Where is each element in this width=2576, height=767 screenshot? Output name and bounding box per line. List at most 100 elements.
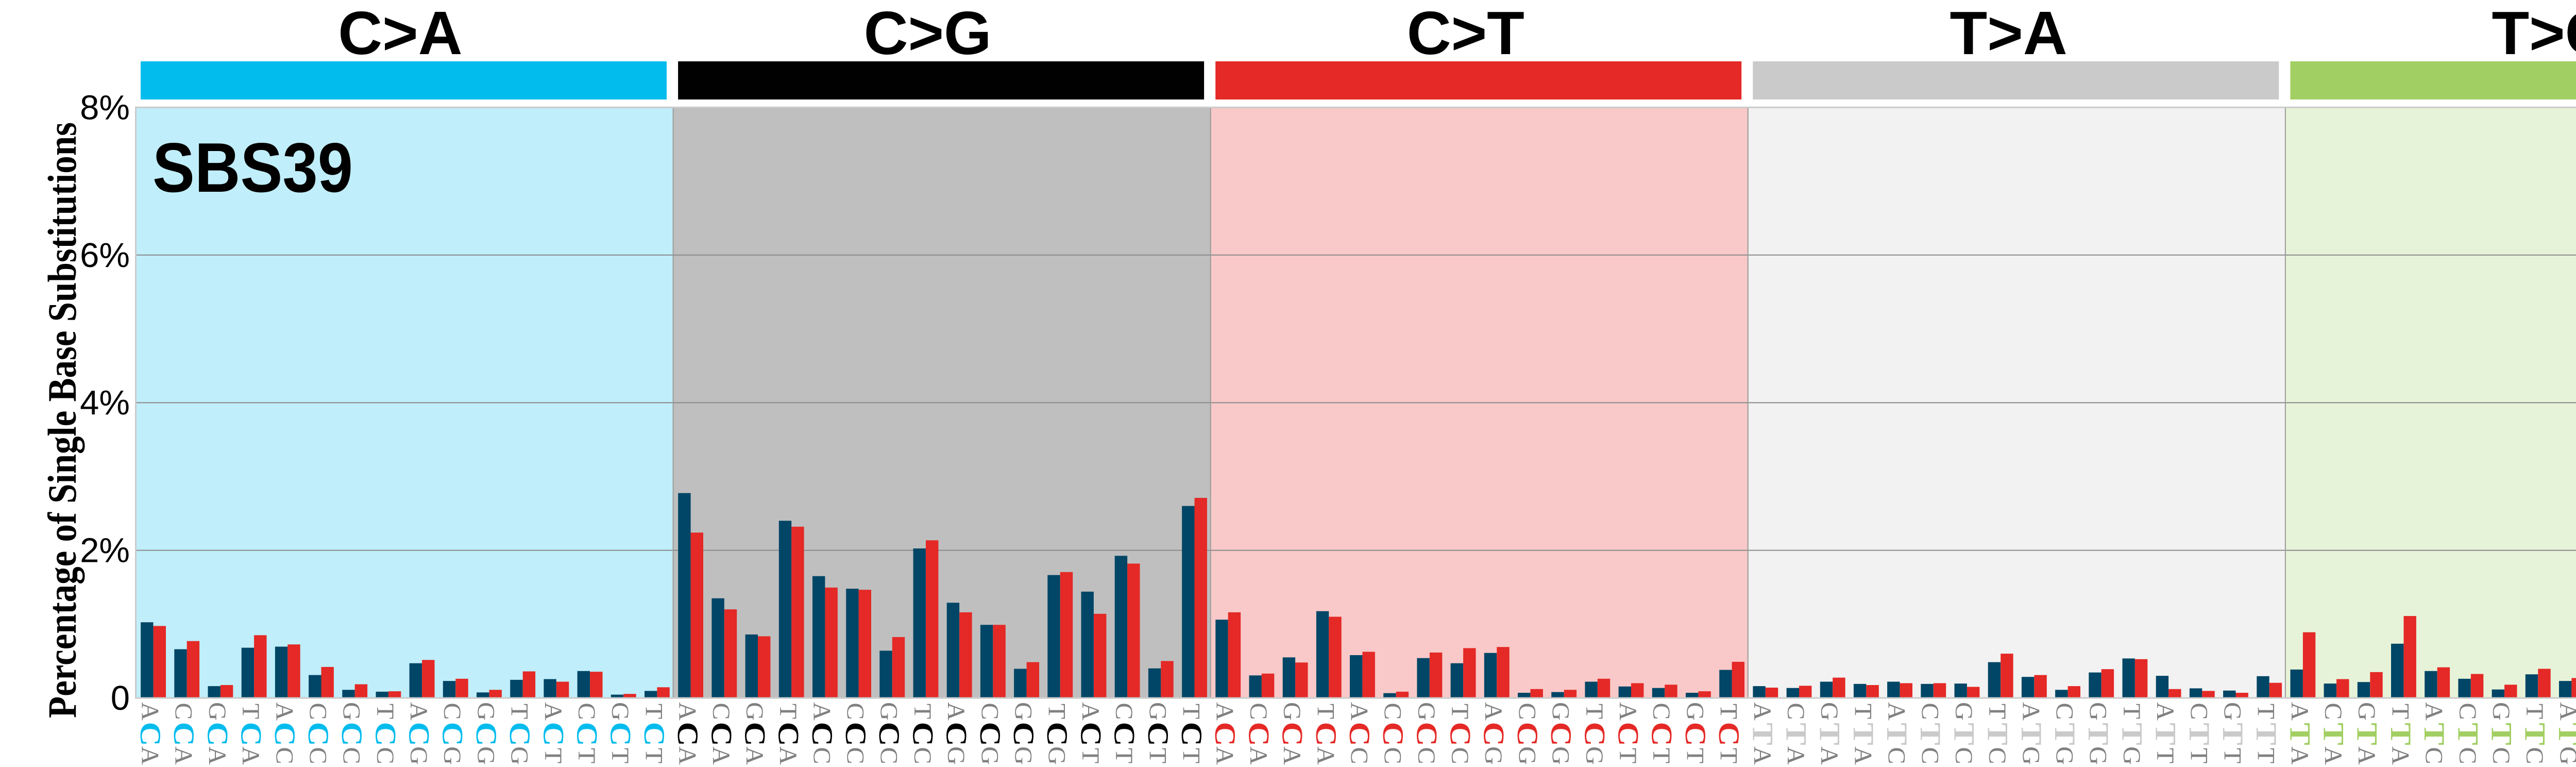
svg-text:C: C xyxy=(1377,722,1409,746)
svg-text:T: T xyxy=(2149,723,2182,745)
svg-text:C: C xyxy=(1209,722,1241,746)
svg-text:C: C xyxy=(335,722,368,746)
svg-text:T: T xyxy=(1682,748,1708,763)
svg-text:G: G xyxy=(204,702,230,721)
svg-text:G: G xyxy=(1043,746,1070,765)
svg-text:A: A xyxy=(2018,702,2044,721)
svg-text:A: A xyxy=(237,746,264,765)
svg-text:C: C xyxy=(1514,703,1540,720)
svg-text:T: T xyxy=(1847,723,1879,745)
svg-text:T: T xyxy=(2351,723,2383,745)
svg-text:C: C xyxy=(304,703,331,720)
svg-text:C: C xyxy=(638,722,670,746)
svg-text:G: G xyxy=(1480,746,1506,765)
svg-text:G: G xyxy=(472,746,499,765)
svg-text:Percentage of Single Base Subs: Percentage of Single Base Substitutions xyxy=(40,122,84,718)
svg-text:4%: 4% xyxy=(80,384,130,422)
svg-text:T: T xyxy=(1947,723,1980,745)
svg-text:C: C xyxy=(839,722,872,746)
svg-text:6%: 6% xyxy=(80,236,130,275)
svg-text:T: T xyxy=(774,704,801,719)
svg-text:T: T xyxy=(1043,704,1070,719)
svg-text:C: C xyxy=(134,722,166,746)
svg-text:T: T xyxy=(1446,704,1473,719)
svg-text:T: T xyxy=(1178,748,1205,763)
svg-text:C: C xyxy=(1713,722,1745,746)
svg-text:A: A xyxy=(2555,702,2576,721)
svg-text:C: C xyxy=(976,703,1003,720)
svg-text:T: T xyxy=(237,704,264,719)
svg-text:G: G xyxy=(2353,702,2380,721)
svg-text:C: C xyxy=(1142,722,1174,746)
svg-text:T: T xyxy=(2521,704,2548,719)
svg-text:C: C xyxy=(875,747,902,764)
svg-text:A: A xyxy=(204,746,230,765)
svg-text:T>A: T>A xyxy=(1950,0,2067,68)
svg-text:C: C xyxy=(1446,747,1473,764)
svg-text:C: C xyxy=(1917,747,1943,764)
svg-text:T: T xyxy=(2384,723,2417,745)
svg-text:T: T xyxy=(2216,723,2249,745)
svg-text:T: T xyxy=(2185,748,2212,763)
svg-text:A: A xyxy=(1346,702,1372,721)
svg-text:A: A xyxy=(2151,702,2178,721)
svg-text:C: C xyxy=(2051,703,2078,720)
svg-text:A: A xyxy=(1749,702,1775,721)
svg-text:C: C xyxy=(1578,722,1611,746)
svg-text:C: C xyxy=(1478,722,1510,746)
svg-text:C: C xyxy=(1984,747,2010,764)
svg-text:G: G xyxy=(1413,702,1439,721)
svg-text:C: C xyxy=(1007,722,1040,746)
svg-text:A: A xyxy=(405,702,432,721)
svg-text:T: T xyxy=(1614,748,1641,763)
svg-text:C>T: C>T xyxy=(1407,0,1524,68)
svg-text:C: C xyxy=(235,722,267,746)
svg-text:T: T xyxy=(2219,748,2246,763)
svg-text:C: C xyxy=(1074,722,1107,746)
svg-text:G: G xyxy=(1547,746,1574,765)
svg-text:T: T xyxy=(1077,748,1104,763)
svg-text:T: T xyxy=(2451,723,2484,745)
svg-text:SBS39: SBS39 xyxy=(152,128,353,207)
svg-text:0: 0 xyxy=(111,679,130,718)
svg-text:T: T xyxy=(1880,723,1913,745)
svg-text:T: T xyxy=(2283,723,2316,745)
svg-text:C: C xyxy=(1648,703,1674,720)
svg-text:A: A xyxy=(1749,746,1775,765)
svg-text:C: C xyxy=(2454,747,2481,764)
svg-text:C: C xyxy=(1175,722,1208,746)
svg-text:T: T xyxy=(2250,723,2282,745)
svg-text:C>A: C>A xyxy=(338,0,462,68)
svg-text:G: G xyxy=(1144,702,1171,721)
svg-text:C: C xyxy=(1108,722,1141,746)
svg-text:T: T xyxy=(1780,723,1812,745)
svg-text:C: C xyxy=(1782,703,1809,720)
svg-text:C: C xyxy=(170,703,197,720)
svg-text:C: C xyxy=(1310,722,1342,746)
svg-text:G: G xyxy=(2487,702,2514,721)
svg-text:C: C xyxy=(1343,722,1376,746)
svg-text:C: C xyxy=(537,722,569,746)
svg-text:A: A xyxy=(1782,746,1809,765)
svg-text:C: C xyxy=(503,722,536,746)
svg-text:C: C xyxy=(1242,722,1275,746)
svg-text:G: G xyxy=(338,702,365,721)
svg-text:A: A xyxy=(1816,746,1842,765)
svg-text:G: G xyxy=(2051,746,2078,765)
svg-text:T: T xyxy=(573,748,600,763)
svg-text:G: G xyxy=(2219,702,2246,721)
svg-text:C: C xyxy=(1646,722,1678,746)
svg-text:T: T xyxy=(506,704,533,719)
svg-text:T: T xyxy=(2387,704,2414,719)
svg-text:C: C xyxy=(2454,703,2481,720)
svg-text:T: T xyxy=(2552,723,2576,745)
svg-text:C: C xyxy=(573,703,600,720)
svg-text:A: A xyxy=(674,702,701,721)
svg-text:A: A xyxy=(1211,702,1238,721)
svg-text:C: C xyxy=(974,722,1006,746)
svg-text:C: C xyxy=(201,722,233,746)
svg-text:C>G: C>G xyxy=(864,0,992,68)
svg-text:C: C xyxy=(403,722,435,746)
svg-text:C: C xyxy=(436,722,469,746)
svg-text:A: A xyxy=(1278,746,1305,765)
